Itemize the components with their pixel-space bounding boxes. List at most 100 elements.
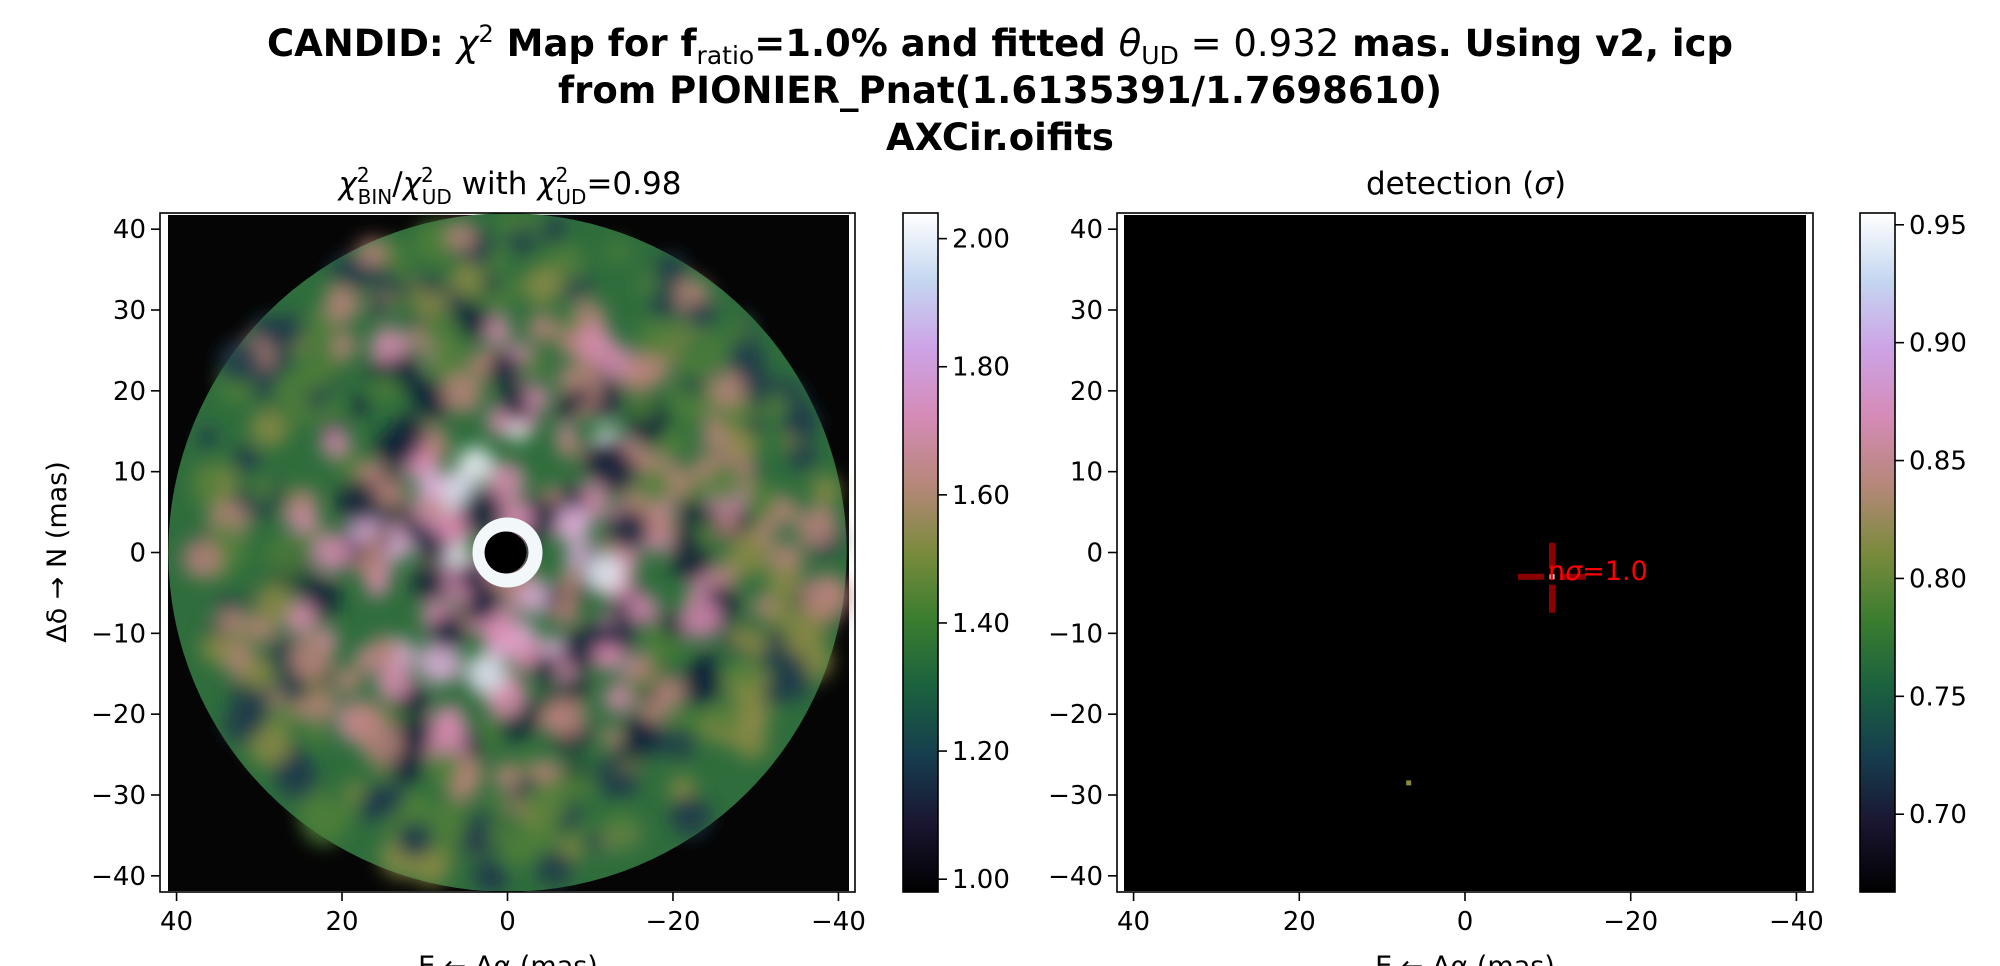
chi2-map-cell: [374, 660, 414, 700]
chi2-map-cell: [607, 241, 629, 263]
chi2-map-cell: [737, 698, 771, 733]
detection-map-title: detection (σ): [1366, 166, 1566, 202]
x-tick-label: 20: [325, 907, 358, 937]
chi2-map-cell: [302, 720, 328, 746]
chi2-map-cell: [630, 658, 654, 681]
y-tick-label: 30: [113, 296, 146, 326]
chi2-map-cell: [323, 286, 361, 324]
chi2-map-cell: [371, 373, 400, 402]
chi2-map-ylabel: Δδ → N (mas): [42, 461, 73, 643]
chi2-map-cell: [277, 758, 319, 800]
detection-panel: detection (σ) nσ=1.0 40 20 0 −20 −40 40 30 20 10…: [1048, 166, 1967, 966]
chi2-map-cell: [223, 704, 263, 744]
chi2-map-cell: [541, 823, 564, 846]
chi2-map-cell: [765, 565, 802, 602]
chi2-map-cell: [335, 448, 362, 475]
chi2-map-cell: [520, 351, 546, 378]
chi2-map-cell: [628, 393, 657, 422]
chi2-map-cell: [485, 461, 526, 502]
chi2-map-cell: [477, 724, 500, 747]
chi2-map-cell: [366, 576, 388, 598]
chi2-map-cell: [181, 538, 223, 580]
chi2-map-cell: [703, 336, 731, 364]
chi2-map-cell: [727, 318, 750, 341]
chi2-map-cell: [429, 614, 466, 651]
chi2-map-cell: [366, 781, 404, 819]
y-tick-label: 20: [1070, 377, 1103, 407]
y-tick-label: −30: [91, 781, 146, 811]
chi2-map-cell: [761, 393, 789, 421]
y-tick-label: 40: [1070, 215, 1103, 245]
chi2-map-cell: [487, 352, 522, 387]
detection-map-background: [1124, 215, 1806, 891]
figure-title-line-3: AXCir.oifits: [886, 116, 1114, 159]
chi2-map-cell: [445, 221, 477, 252]
chi2-map-cell: [729, 657, 760, 687]
chi2-map-panel: χ2 BIN/χ2 UD with χ2 UD=0.98 40 20 0 −20 −40 40 3…: [42, 163, 1010, 966]
chi2-map-cell: [271, 385, 312, 426]
chi2-map-cell: [556, 433, 581, 459]
chi2-map-cell: [402, 518, 428, 544]
chi2-map-cell: [683, 375, 704, 396]
y-tick-label: 40: [113, 215, 146, 245]
chi2-map-cell: [664, 726, 697, 760]
chi2-map-cell: [585, 621, 612, 648]
chi2-map-cell: [294, 358, 330, 393]
chi2-map-cell: [455, 302, 491, 338]
chi2-map-cell: [624, 677, 648, 700]
x-tick-label: 40: [1117, 907, 1150, 937]
chi2-map-cell: [413, 220, 458, 265]
chi2-map-cell: [562, 675, 589, 702]
chi2-map-cell: [336, 479, 380, 523]
chi2-map-cell: [478, 584, 503, 610]
x-tick-label: 40: [160, 907, 193, 937]
chi2-map-cell: [418, 640, 462, 685]
chi2-map-cell: [654, 676, 686, 708]
chi2-map-cell: [498, 213, 522, 235]
chi2-map-cell: [344, 781, 364, 800]
chi2-map-cell: [795, 506, 838, 549]
x-tick-label: 20: [1283, 907, 1316, 937]
chi2-map-cell: [277, 670, 310, 703]
chi2-map-cell: [648, 512, 676, 540]
chi2-map-cell: [368, 635, 401, 668]
chi2-map-cell: [482, 316, 512, 345]
x-tick-label: −20: [646, 907, 701, 937]
chi2-map-cell: [265, 535, 309, 580]
y-tick-label: −20: [1048, 700, 1103, 730]
chi2-map-cell: [218, 339, 263, 384]
colorbar-tick-label: 1.00: [952, 865, 1010, 895]
y-tick-label: 0: [129, 539, 146, 569]
chi2-map-cell: [801, 575, 845, 619]
chi2-map-cell: [449, 261, 484, 297]
chi2-map-cell: [527, 312, 558, 343]
colorbar-tick-label: 1.60: [952, 481, 1010, 511]
chi2-map-cell: [390, 439, 417, 466]
colorbar-tick-label: 1.20: [952, 737, 1010, 767]
y-tick-label: 20: [113, 377, 146, 407]
chi2-map-cell: [560, 311, 582, 333]
chi2-map-cell: [618, 548, 641, 571]
chi2-map-cell: [542, 635, 563, 656]
chi2-map-cell: [477, 863, 509, 892]
chi2-map-cell: [685, 299, 716, 330]
chi2-map-cell: [353, 549, 385, 580]
y-tick-label: −20: [91, 700, 146, 730]
chi2-map-central-ring: [472, 517, 543, 588]
chi2-map-xlabel: E ← Δα (mas): [418, 951, 598, 966]
chi2-map-cell: [584, 553, 623, 592]
x-tick-label: 0: [499, 907, 516, 937]
chi2-map-title: χ2 BIN/χ2 UD with χ2 UD=0.98: [337, 163, 682, 209]
detection-colorbar: [1859, 212, 1896, 893]
chi2-map-cell: [248, 722, 293, 767]
chi2-map-cell: [507, 593, 526, 612]
chi2-map-cell: [784, 406, 819, 441]
chi2-map-cell: [531, 655, 560, 683]
chi2-map-cell: [302, 310, 339, 348]
figure-title-line-1: CANDID: χ2 Map for fratio=1.0% and fitte…: [267, 20, 1733, 70]
chi2-map-cell: [277, 314, 309, 346]
chi2-map-cell: [411, 847, 450, 887]
chi2-map-cell: [711, 703, 741, 733]
y-tick-label: 10: [1070, 458, 1103, 488]
